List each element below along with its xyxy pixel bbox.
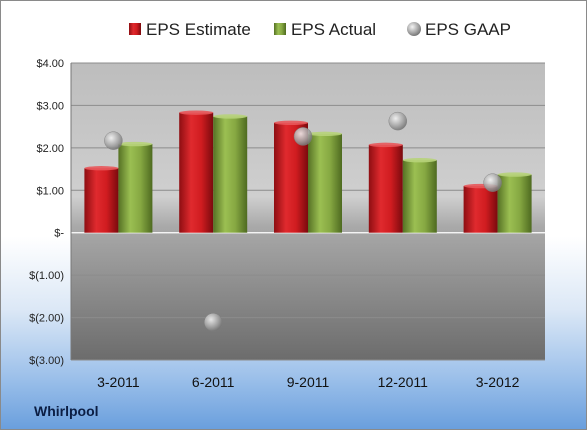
gaap-point xyxy=(293,127,313,146)
bar-eps-estimate xyxy=(368,142,403,233)
y-tick-label: $(2.00) xyxy=(29,313,64,325)
gaap-point xyxy=(104,131,123,150)
x-tick-label: 3-2011 xyxy=(97,374,140,390)
legend-marker xyxy=(407,22,421,36)
y-tick-label: $- xyxy=(54,228,64,240)
legend-label: EPS Actual xyxy=(291,20,376,39)
chart-legend: EPS Estimate EPS Actual EPS GAAP xyxy=(129,20,511,39)
bar-eps-actual xyxy=(118,141,153,233)
gaap-point xyxy=(483,173,502,192)
bar-series xyxy=(84,110,532,233)
legend-marker xyxy=(129,23,141,35)
y-tick-label: $3.00 xyxy=(36,100,64,112)
x-tick-label: 3-2012 xyxy=(476,374,520,390)
bar-eps-actual xyxy=(402,157,437,233)
legend-item: EPS Estimate xyxy=(129,20,251,39)
bar-eps-estimate xyxy=(179,110,214,233)
y-tick-label: $(3.00) xyxy=(29,355,64,367)
gaap-point xyxy=(388,111,408,131)
gaap-point xyxy=(203,312,223,332)
company-label: Whirlpool xyxy=(34,403,99,419)
y-tick-label: $1.00 xyxy=(36,185,64,197)
bar-eps-actual xyxy=(308,131,342,233)
x-tick-label: 12-2011 xyxy=(378,374,429,390)
y-axis: $4.00 $3.00 $2.00 $1.00 $- $(1.00) $(2.00) $(3.… xyxy=(29,58,64,367)
y-tick-label: $2.00 xyxy=(36,143,64,155)
bar-eps-actual xyxy=(497,172,532,233)
x-tick-label: 6-2011 xyxy=(192,374,235,390)
gaap-points xyxy=(104,111,502,332)
legend-label: EPS GAAP xyxy=(425,20,511,39)
x-axis: 3-2011 6-2011 9-2011 12-2011 3-2012 xyxy=(97,374,519,390)
x-tick-label: 9-2011 xyxy=(287,374,330,390)
legend-marker xyxy=(274,23,286,35)
y-tick-label: $4.00 xyxy=(36,58,64,70)
bar-eps-estimate xyxy=(84,166,119,233)
legend-item: EPS GAAP xyxy=(407,20,511,39)
y-tick-label: $(1.00) xyxy=(29,270,64,282)
bar-eps-actual xyxy=(213,114,248,233)
legend-item: EPS Actual xyxy=(274,20,376,39)
legend-label: EPS Estimate xyxy=(146,20,251,39)
